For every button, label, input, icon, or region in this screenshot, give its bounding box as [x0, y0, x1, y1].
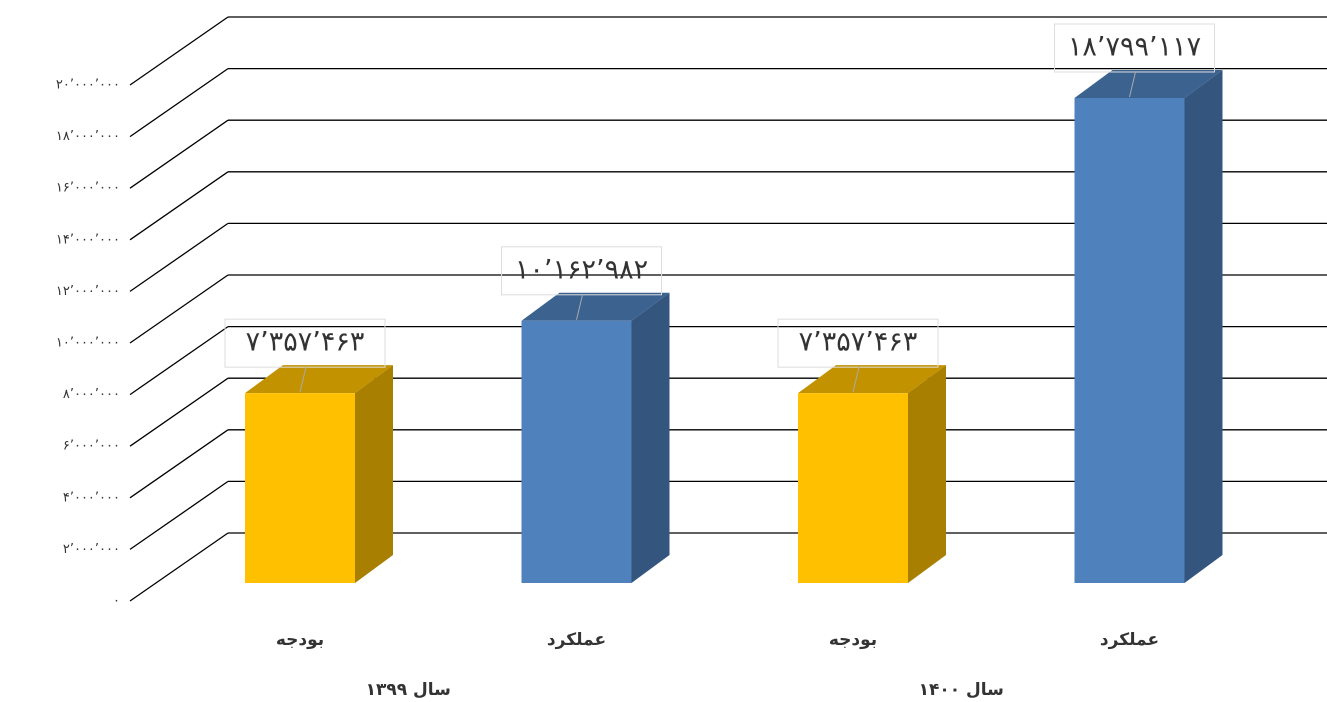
x-tick-label: عملکرد — [1100, 630, 1159, 650]
grid-line-side — [129, 326, 229, 396]
grid-line-side — [129, 377, 229, 447]
value-label: ۱۸’۷۹۹’۱۱۷ — [1068, 31, 1201, 62]
leader-line — [299, 367, 307, 393]
value-label: ۷’۳۵۷’۴۶۳ — [246, 327, 365, 358]
bar-top — [798, 365, 946, 394]
x-tick-label: بودجه — [276, 630, 324, 650]
value-label-box — [1054, 23, 1215, 73]
group-label: سال ۱۴۰۰ — [919, 680, 1004, 700]
y-tick-label: ۱۲’۰۰۰’۰۰۰ — [56, 284, 120, 299]
y-tick-label: ۸’۰۰۰’۰۰۰ — [63, 387, 120, 402]
x-tick-label: عملکرد — [547, 630, 606, 650]
leader-line — [1129, 71, 1136, 98]
y-tick-label: ۱۸’۰۰۰’۰۰۰ — [56, 129, 120, 144]
leader-line — [576, 294, 583, 320]
y-tick-label: ۶’۰۰۰’۰۰۰ — [63, 439, 120, 454]
y-tick-label: ۰ — [113, 594, 120, 609]
bar-side — [908, 365, 946, 583]
value-label-box — [501, 246, 662, 296]
value-label: ۷’۳۵۷’۴۶۳ — [799, 327, 918, 358]
grid-line-side — [129, 68, 229, 138]
grid-line-side — [129, 429, 229, 499]
bar — [521, 320, 632, 583]
bar — [245, 393, 355, 583]
grid-line-side — [129, 119, 229, 189]
grid-line-side — [129, 16, 229, 86]
y-tick-label: ۲’۰۰۰’۰۰۰ — [63, 542, 120, 557]
bar — [798, 393, 908, 583]
value-label: ۱۰’۱۶۲’۹۸۲ — [515, 254, 648, 285]
grid-line-side — [129, 532, 229, 602]
bar-top — [245, 365, 393, 394]
bar-side — [355, 365, 393, 583]
group-label: سال ۱۳۹۹ — [366, 680, 451, 700]
value-label-box — [224, 318, 386, 368]
bar-side — [1184, 69, 1223, 583]
grid-line-side — [129, 171, 229, 241]
x-tick-label: بودجه — [829, 630, 877, 650]
y-tick-label: ۲۰’۰۰۰’۰۰۰ — [56, 78, 120, 93]
y-tick-label: ۴’۰۰۰’۰۰۰ — [63, 490, 120, 505]
y-tick-label: ۱۴’۰۰۰’۰۰۰ — [56, 232, 120, 247]
y-tick-label: ۱۰’۰۰۰’۰۰۰ — [56, 336, 120, 351]
bar-top — [1074, 69, 1223, 98]
grid-line-side — [129, 222, 229, 292]
grid-line-side — [129, 480, 229, 550]
bar-side — [631, 292, 670, 583]
value-label-box — [777, 318, 939, 368]
y-tick-label: ۱۶’۰۰۰’۰۰۰ — [56, 181, 120, 196]
bar-top — [521, 292, 670, 321]
grid-line-side — [129, 274, 229, 344]
bar — [1074, 97, 1185, 583]
leader-line — [852, 367, 860, 393]
